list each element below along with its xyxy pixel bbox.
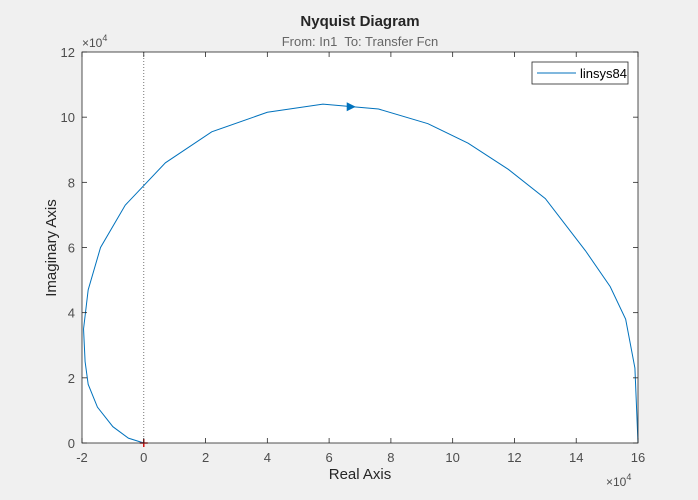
plot-border bbox=[81, 51, 639, 444]
y-tick-label: 0 bbox=[68, 436, 75, 451]
x-exponent-label: ×104 bbox=[606, 472, 631, 489]
x-tick-label: 12 bbox=[507, 450, 521, 465]
x-tick-label: 14 bbox=[569, 450, 583, 465]
x-tick-label: 16 bbox=[631, 450, 645, 465]
legend[interactable]: linsys84 bbox=[531, 61, 629, 85]
x-tick-label: 0 bbox=[140, 450, 147, 465]
y-axis-label: Imaginary Axis bbox=[43, 199, 60, 297]
chart-title: Nyquist Diagram bbox=[300, 13, 419, 30]
y-tick-label: 8 bbox=[68, 175, 75, 190]
x-tick-label: 10 bbox=[445, 450, 459, 465]
y-tick-label: 12 bbox=[61, 45, 75, 60]
x-tick-label: 2 bbox=[202, 450, 209, 465]
x-tick-label: 6 bbox=[325, 450, 332, 465]
y-tick-label: 10 bbox=[61, 110, 75, 125]
y-tick-label: 4 bbox=[68, 306, 75, 321]
plot-area bbox=[82, 52, 638, 443]
x-tick-label: 4 bbox=[264, 450, 271, 465]
y-tick-label: 6 bbox=[68, 241, 75, 256]
legend-box bbox=[531, 61, 629, 85]
direction-arrow bbox=[346, 102, 356, 112]
y-tick-label: 2 bbox=[68, 371, 75, 386]
chart-subtitle: From: In1 To: Transfer Fcn bbox=[282, 34, 439, 49]
y-exponent-label: ×104 bbox=[82, 33, 107, 50]
x-axis-label: Real Axis bbox=[329, 466, 392, 483]
x-tick-label: -2 bbox=[76, 450, 88, 465]
x-tick-label: 8 bbox=[387, 450, 394, 465]
legend-entry-label: linsys84 bbox=[580, 66, 627, 81]
series-line-linsys84 bbox=[83, 103, 639, 444]
